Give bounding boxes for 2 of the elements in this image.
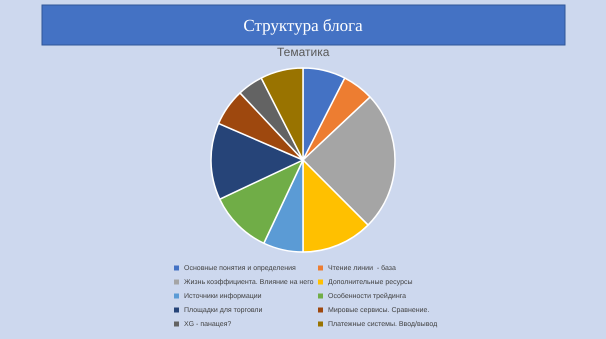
chart-title: Структура блога	[243, 16, 364, 35]
chart-subtitle: Тематика	[277, 45, 330, 59]
